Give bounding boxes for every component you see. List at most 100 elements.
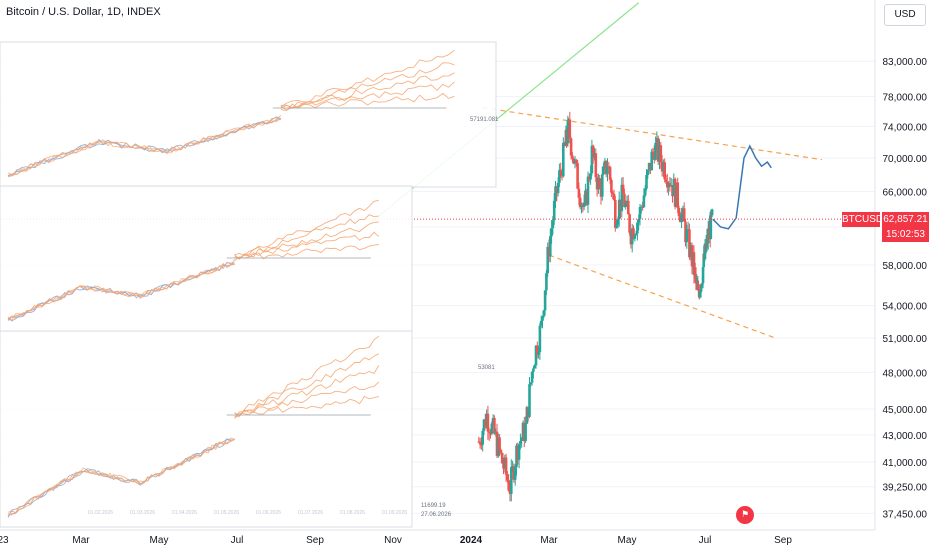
candle-body bbox=[538, 325, 542, 353]
candle-body bbox=[591, 145, 595, 158]
candle-body bbox=[643, 188, 647, 196]
overlay-panel-1-frame bbox=[0, 41, 497, 188]
overlay-date-tick: 01.02.2026 bbox=[88, 510, 113, 516]
candle-body bbox=[698, 292, 702, 298]
overlay-panel-1-projection-line bbox=[280, 62, 455, 109]
candle-body bbox=[632, 228, 635, 239]
candle-body bbox=[498, 437, 501, 450]
candle-body bbox=[493, 417, 496, 434]
candle-body bbox=[541, 316, 544, 321]
candle-body bbox=[532, 368, 535, 372]
chart-title: Bitcoin / U.S. Dollar, 1D, INDEX bbox=[6, 6, 161, 18]
overlay-panel-2-fractal-line bbox=[7, 264, 235, 320]
candle-body bbox=[499, 449, 503, 454]
currency-selector[interactable]: USD bbox=[884, 4, 926, 26]
y-tick-label: 43,000.00 bbox=[883, 431, 928, 442]
candle-body bbox=[507, 480, 510, 491]
overlay-price-label: 11699.19 bbox=[421, 503, 446, 509]
candle-body bbox=[520, 437, 523, 441]
candle-body bbox=[664, 179, 668, 183]
candle-body bbox=[612, 193, 616, 200]
overlay-date-tick: 01.04.2026 bbox=[172, 510, 197, 516]
candle-body bbox=[688, 229, 691, 258]
candle-body bbox=[633, 234, 637, 239]
candle-body bbox=[559, 170, 562, 172]
candle-body bbox=[524, 423, 527, 442]
candle-body bbox=[611, 192, 614, 194]
overlay-panel-2-projection-line bbox=[234, 214, 379, 259]
candle-body bbox=[637, 219, 640, 223]
overlay-panel-3-projection-line bbox=[234, 381, 380, 419]
candle-body bbox=[586, 176, 590, 205]
candle-body bbox=[566, 120, 570, 144]
candle-body bbox=[568, 119, 572, 139]
us-flag-icon[interactable]: ⚑ bbox=[736, 506, 754, 524]
candle-body bbox=[620, 184, 624, 212]
candle-body bbox=[606, 166, 609, 175]
candle-body bbox=[649, 163, 652, 171]
x-tick-label: Nov bbox=[384, 535, 402, 546]
candle-body bbox=[685, 229, 689, 243]
candle-body bbox=[491, 417, 495, 424]
candle-body bbox=[590, 145, 594, 174]
x-tick-label: Sep bbox=[774, 535, 792, 546]
overlay-date-tick: 01.08.2026 bbox=[340, 510, 365, 516]
overlay-panel-3-projection-line bbox=[234, 365, 380, 418]
candle-body bbox=[534, 345, 538, 366]
candle-body bbox=[510, 467, 513, 495]
overlay-panel-3-projection-line bbox=[234, 353, 380, 418]
y-tick-label: 39,250.00 bbox=[883, 483, 928, 494]
candle-body bbox=[610, 179, 613, 193]
candle-body bbox=[601, 174, 604, 197]
candle-body bbox=[519, 440, 522, 445]
overlay-panel-2-fractal-line bbox=[7, 262, 235, 321]
candle-body bbox=[513, 467, 517, 480]
price-axis-bg bbox=[875, 0, 932, 550]
x-tick-label: 23 bbox=[0, 535, 9, 546]
price-tag-price: 62,857.21 bbox=[883, 214, 928, 226]
overlay-panel-3-fractal-line bbox=[7, 437, 235, 514]
candle-body bbox=[682, 208, 686, 222]
candle-body bbox=[584, 190, 587, 203]
candle-body bbox=[694, 273, 698, 284]
y-tick-label: 41,000.00 bbox=[883, 458, 928, 469]
overlay-panel-2-projection-line bbox=[234, 199, 379, 257]
x-tick-label: Sep bbox=[306, 535, 324, 546]
candle-body bbox=[480, 444, 483, 446]
y-tick-label: 48,000.00 bbox=[883, 368, 928, 379]
candle-body bbox=[562, 142, 565, 177]
candle-body bbox=[543, 290, 547, 311]
candle-body bbox=[638, 207, 642, 220]
candle-body bbox=[554, 186, 557, 201]
candle-body bbox=[525, 407, 529, 424]
overlay-panel-2-projection-line bbox=[234, 244, 379, 262]
x-tick-label: Jul bbox=[699, 535, 712, 546]
x-tick-label: 2024 bbox=[460, 535, 483, 546]
candle-body bbox=[702, 253, 705, 268]
candle-body bbox=[506, 474, 509, 481]
y-tick-label: 74,000.00 bbox=[883, 122, 928, 133]
x-tick-label: May bbox=[150, 535, 169, 546]
overlay-date-label: 27.06.2026 bbox=[421, 512, 452, 518]
candle-body bbox=[481, 430, 484, 445]
overlay-panel-2-projection-line bbox=[234, 221, 379, 260]
candle-body bbox=[629, 232, 633, 245]
candle-body bbox=[681, 208, 685, 214]
candle-body bbox=[603, 160, 607, 167]
candle-body bbox=[675, 182, 678, 207]
candle-body bbox=[642, 195, 646, 208]
candle-body bbox=[706, 228, 710, 244]
candle-body bbox=[614, 199, 617, 228]
candle-body bbox=[478, 441, 482, 445]
overlay-price-label: 53081 bbox=[478, 365, 495, 371]
y-tick-label: 37,450.00 bbox=[883, 509, 928, 520]
candle-body bbox=[500, 453, 504, 464]
overlay-panel-1-projection-line bbox=[280, 92, 455, 112]
price-tag-values: 62,857.21 15:02:53 bbox=[882, 212, 929, 243]
candle-body bbox=[621, 184, 625, 194]
y-tick-label: 83,000.00 bbox=[883, 57, 928, 68]
candle-body bbox=[627, 200, 630, 215]
candle-body bbox=[634, 233, 638, 235]
